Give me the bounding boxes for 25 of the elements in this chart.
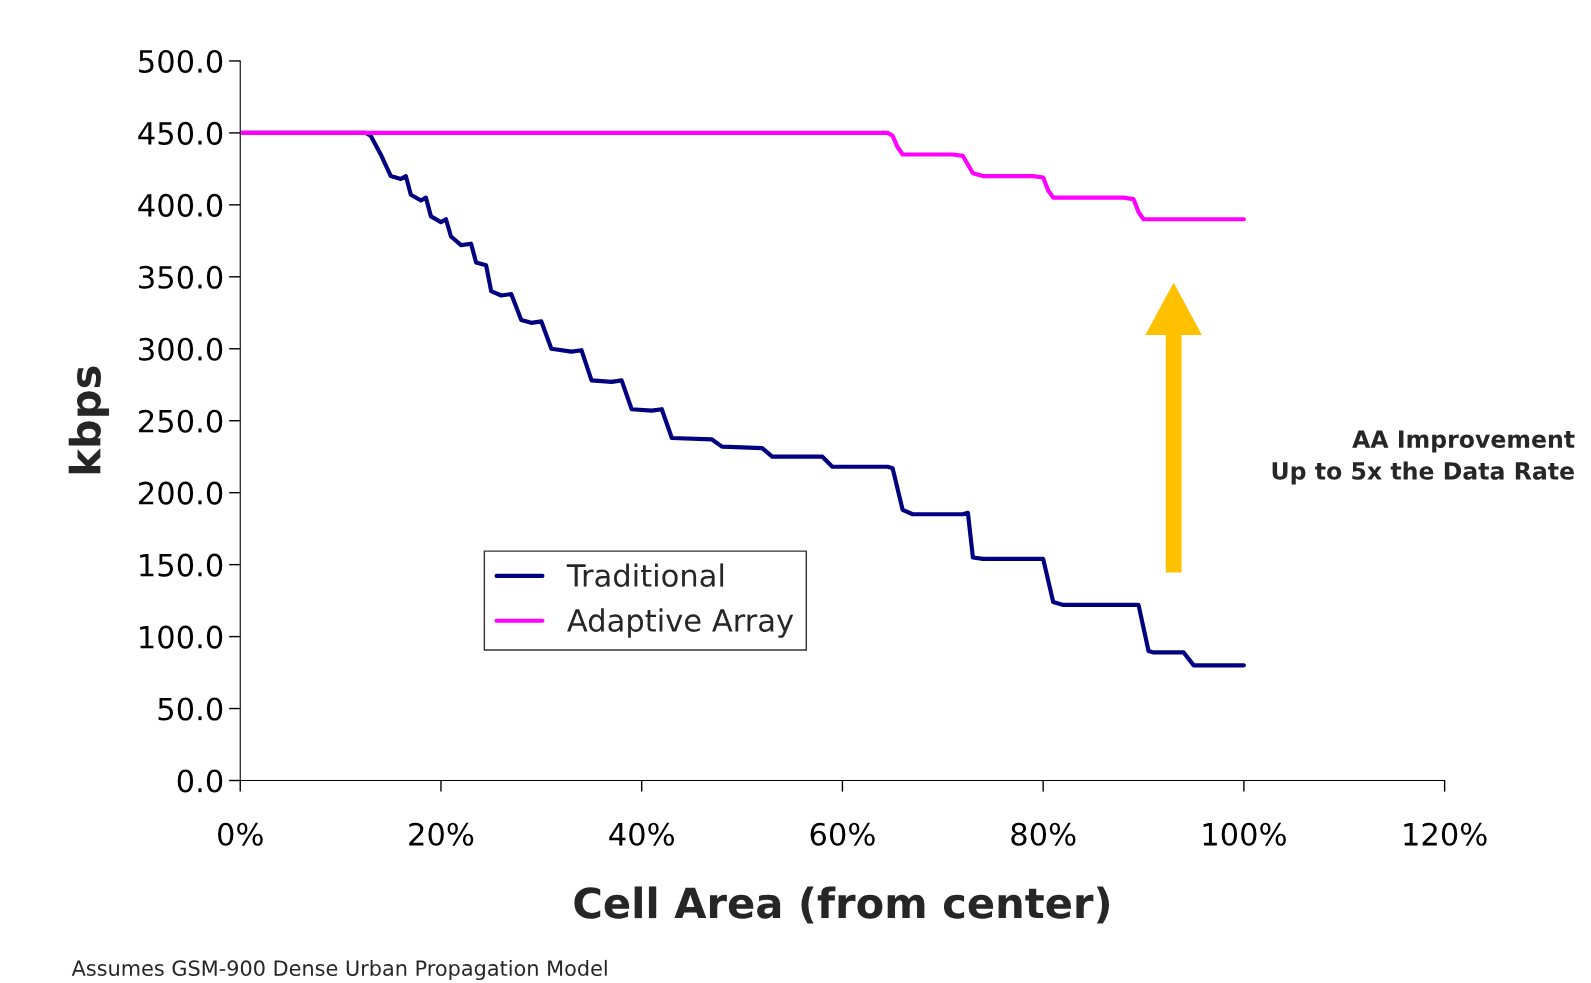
y-tick-label: 50.0 <box>158 697 223 721</box>
legend-label: Traditional <box>566 563 724 588</box>
y-tick-label: 0.0 <box>177 769 223 793</box>
y-tick-label: 250.0 <box>139 409 223 433</box>
x-tick-label: 120% <box>1404 822 1487 846</box>
x-tick-label: 60% <box>810 822 875 846</box>
y-tick-label: 150.0 <box>140 553 223 577</box>
y-axis-title: kbps <box>68 366 110 474</box>
text: Assumes GSM-900 Dense Urban Propagation Model <box>71 959 607 981</box>
y-tick-label: 100.0 <box>140 625 223 649</box>
x-tick-label: 80% <box>1011 822 1076 846</box>
y-tick-label: 500.0 <box>139 49 223 73</box>
annotation: AA Improvement Up to 5x the Data Rate <box>1272 430 1575 485</box>
x-axis-title: Cell Area (from center) <box>574 886 1109 924</box>
x-tick-label: 40% <box>609 822 674 846</box>
x-tick-label: 100% <box>1203 822 1286 846</box>
x-tick-label: 20% <box>409 822 474 846</box>
y-tick-label: 300.0 <box>139 337 223 361</box>
line-series <box>240 130 1246 222</box>
y-tick-label: 350.0 <box>139 265 223 289</box>
y-tick-label: 200.0 <box>139 481 223 505</box>
x-tick-label: 0% <box>218 822 263 846</box>
y-tick-label: 400.0 <box>138 193 223 217</box>
legend-label: Adaptive Array <box>567 608 794 638</box>
y-tick-label: 450.0 <box>138 121 223 145</box>
